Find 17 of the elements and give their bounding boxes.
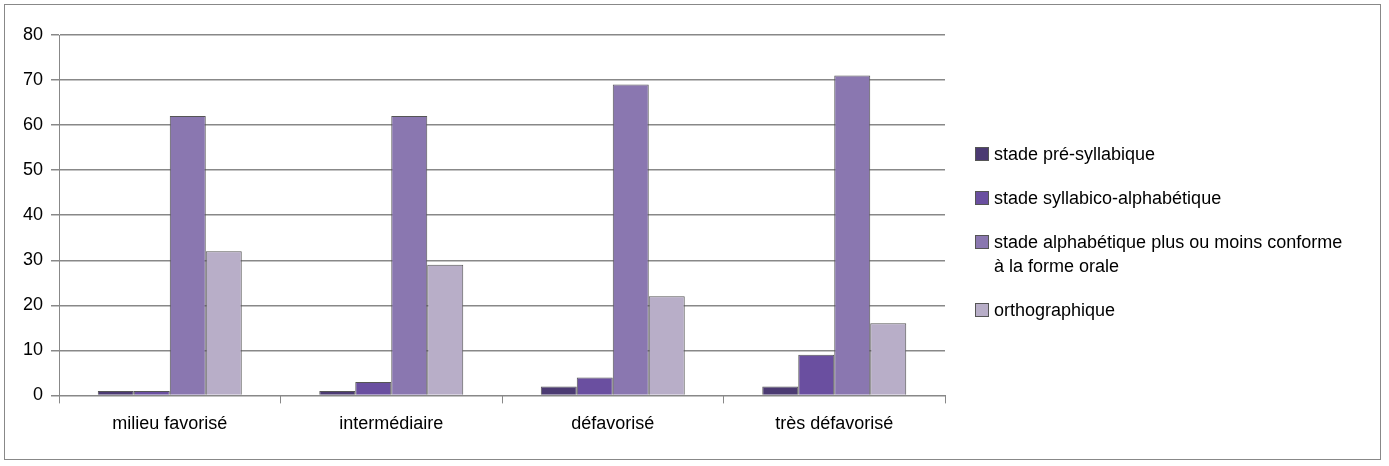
x-tick-label: très défavorisé xyxy=(775,413,894,434)
y-tick-label: 40 xyxy=(22,204,44,225)
x-tick-label: défavorisé xyxy=(571,413,655,434)
y-tick-label: 10 xyxy=(22,339,44,360)
legend-label: stade syllabico-alphabétique xyxy=(994,187,1222,210)
x-tick-label: intermédiaire xyxy=(339,413,444,434)
y-tick-label: 60 xyxy=(22,114,44,135)
legend-label: stade alphabétique plus ou moins conforme à la forme orale xyxy=(994,231,1344,278)
x-tick-label: milieu favorisé xyxy=(112,413,228,434)
legend-label: orthographique xyxy=(994,299,1116,322)
y-tick-label: 0 xyxy=(33,384,44,405)
y-tick-label: 70 xyxy=(22,69,44,90)
y-tick-label: 20 xyxy=(22,294,44,315)
y-tick-label: 50 xyxy=(22,159,44,180)
legend-label: stade pré-syllabique xyxy=(994,143,1156,166)
y-tick-label: 80 xyxy=(22,23,44,44)
y-tick-label: 30 xyxy=(22,249,44,270)
